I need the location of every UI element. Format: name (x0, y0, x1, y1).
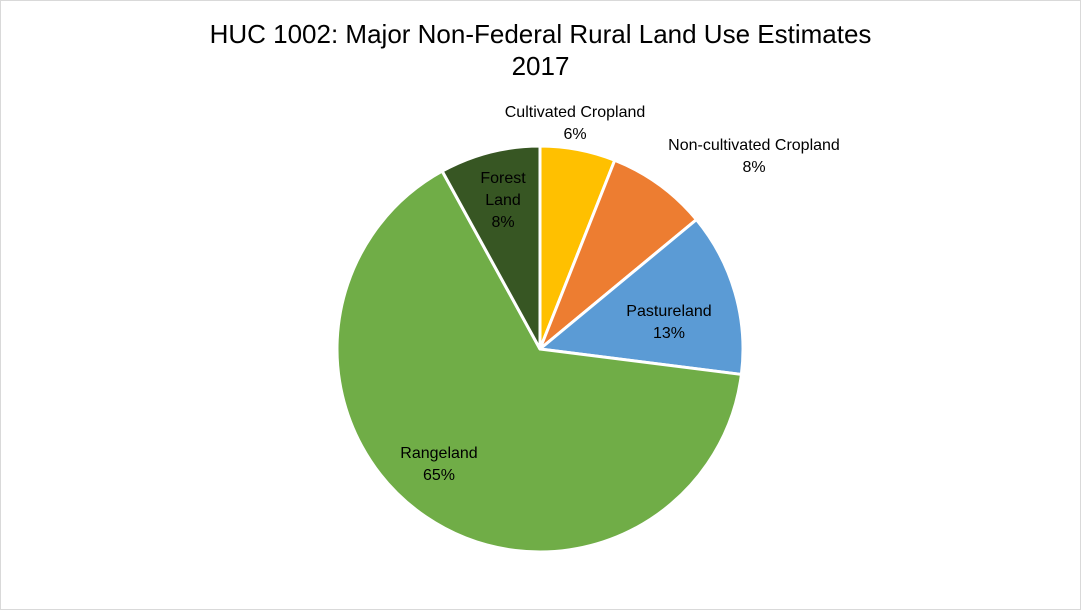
pie-slice-forest-land (440, 144, 542, 351)
data-label-rangeland: Rangeland 65% (400, 445, 477, 484)
data-label-non-cultivated-cropland: Non-cultivated Cropland 8% (668, 137, 840, 176)
data-label-forest-land: Forest Land 8% (480, 170, 526, 231)
chart-title-line: HUC 1002: Major Non-Federal Rural Land U… (209, 19, 872, 49)
chart-subtitle: 2017 (511, 51, 570, 81)
chart-title: HUC 1002: Major Non-Federal Rural Land U… (0, 18, 1081, 82)
pie-slice-non-cultivated-cropland (538, 158, 698, 351)
pie-slice-pastureland (538, 218, 745, 376)
data-label-cultivated-cropland: Cultivated Cropland 6% (505, 104, 646, 143)
data-label-pastureland: Pastureland 13% (626, 303, 711, 342)
pie-slice-rangeland (335, 169, 743, 554)
